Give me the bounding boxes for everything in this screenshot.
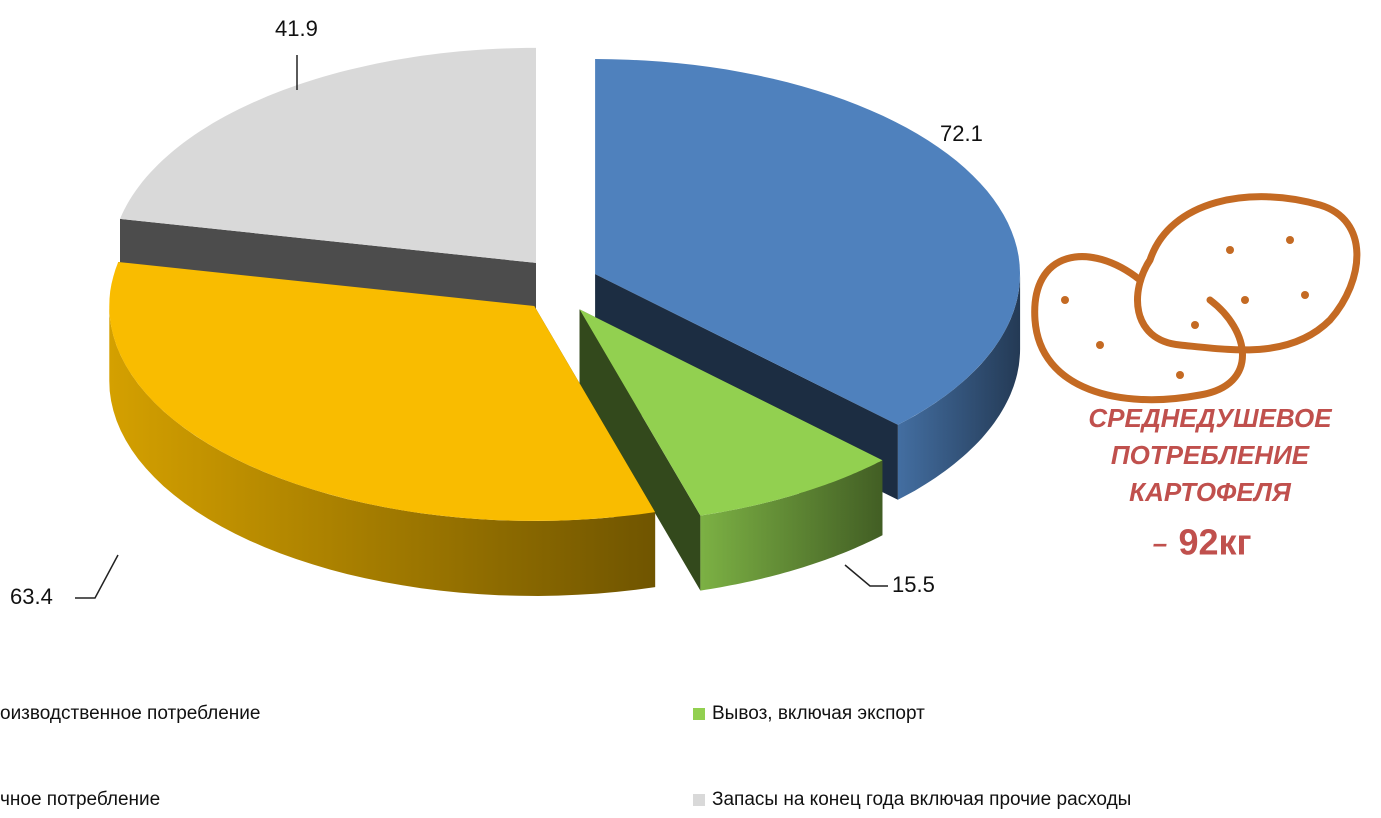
data-label: 72.1	[940, 121, 983, 146]
legend-label: оизводственное потребление	[0, 703, 260, 724]
legend: оизводственное потребление Вывоз, включая…	[0, 703, 1131, 810]
annotation-line: КАРТОФЕЛЯ	[1129, 477, 1292, 507]
legend-marker	[693, 794, 705, 806]
data-label: 41.9	[275, 16, 318, 41]
pie	[109, 48, 1020, 596]
annotation-amount: 92кг	[1178, 522, 1251, 563]
legend-label: Вывоз, включая экспорт	[712, 703, 925, 724]
leader-line	[75, 555, 118, 598]
legend-label: чное потребление	[0, 789, 160, 810]
data-label: 15.5	[892, 572, 935, 597]
chart: СРЕДНЕДУШЕВОЕ ПОТРЕБЛЕНИЕ КАРТОФЕЛЯ – 92…	[0, 0, 1381, 818]
annotation-dash: –	[1153, 528, 1167, 558]
legend-label: Запасы на конец года включая прочие расх…	[712, 789, 1131, 810]
leader-line	[845, 565, 888, 586]
annotation-line: СРЕДНЕДУШЕВОЕ	[1088, 403, 1332, 433]
data-label: 63.4	[10, 584, 53, 609]
legend-marker	[693, 708, 705, 720]
potato-icon	[1035, 197, 1357, 400]
annotation-line: ПОТРЕБЛЕНИЕ	[1111, 440, 1310, 470]
